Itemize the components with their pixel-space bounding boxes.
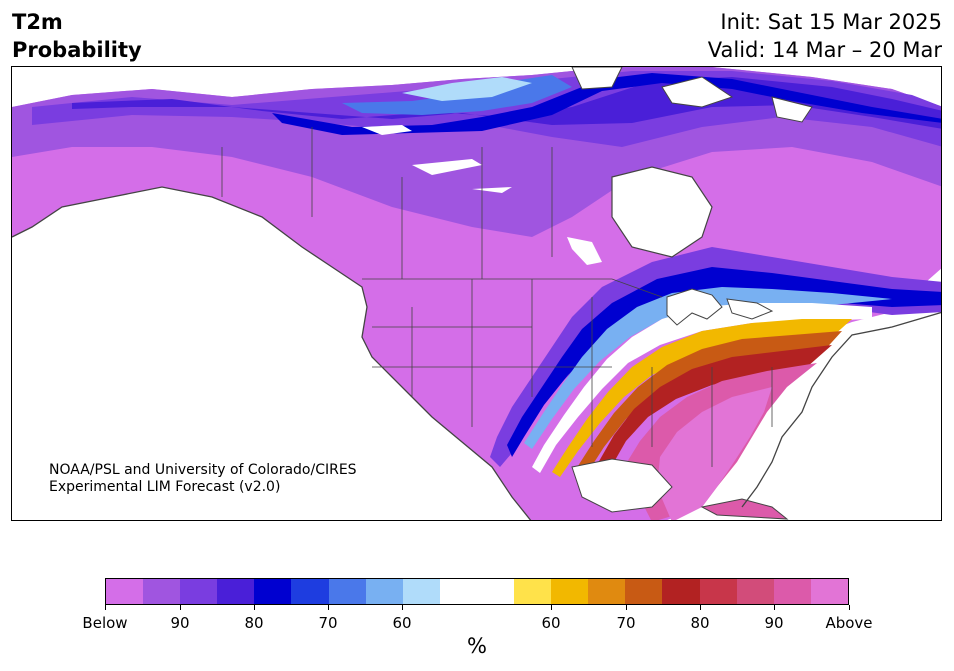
colorbar-tickmark	[700, 605, 701, 610]
map-canvas	[12, 67, 941, 520]
colorbar-tickmark	[551, 605, 552, 610]
colorbar-cell	[143, 579, 181, 604]
colorbar-tick-label: 70	[318, 614, 338, 632]
colorbar-tick-label: 60	[541, 614, 561, 632]
colorbar-tickmark	[105, 605, 106, 610]
band-c	[72, 77, 941, 129]
warm-orange	[576, 331, 842, 475]
colorbar-tickmark	[180, 605, 181, 610]
arctic-water	[571, 67, 813, 123]
colorbar-cell	[106, 579, 144, 604]
credit-line1: NOAA/PSL and University of Colorado/CIRE…	[49, 462, 357, 478]
colorbar	[105, 578, 849, 605]
colorbar-cell	[365, 579, 403, 604]
cold-wedge-core	[507, 267, 941, 457]
atlantic-ocean	[733, 312, 941, 520]
colorbar-tick-label: Above	[825, 614, 873, 632]
colorbar-tickmark	[402, 605, 403, 610]
colorbar-tick-label: 80	[690, 614, 710, 632]
gulf-of-mexico	[571, 458, 673, 513]
forecast-dates: Init: Sat 15 Mar 2025 Valid: 14 Mar – 20…	[708, 8, 942, 64]
colorbar-tick-label: 70	[616, 614, 636, 632]
colorbar-cell	[810, 579, 848, 604]
colorbar-cell	[180, 579, 218, 604]
warm-red	[598, 345, 832, 469]
cold-edge	[524, 287, 892, 449]
colorbar-cell	[514, 579, 552, 604]
political-borders	[221, 127, 773, 467]
hudson-bay	[611, 166, 713, 258]
colorbar-cell	[662, 579, 700, 604]
colorbar-cell	[476, 579, 515, 604]
cuba	[700, 498, 789, 520]
colorbar-cell	[773, 579, 811, 604]
colorbar-cell	[588, 579, 626, 604]
pacific-ocean	[12, 187, 531, 520]
valid-range: Valid: 14 Mar – 20 Mar	[707, 38, 942, 62]
colorbar-cell	[254, 579, 292, 604]
lake-shapes	[362, 125, 602, 265]
colorbar-cell	[217, 579, 255, 604]
band-f	[402, 77, 532, 101]
colorbar-tickmark	[626, 605, 627, 610]
colorbar-cell	[625, 579, 663, 604]
colorbar-tick-label: 90	[170, 614, 190, 632]
init-date: Init: Sat 15 Mar 2025	[720, 10, 942, 34]
map-title: T2m Probability	[12, 8, 142, 64]
credit-line2: Experimental LIM Forecast (v2.0)	[49, 479, 281, 495]
colorbar-cell	[736, 579, 774, 604]
colorbar-tickmark	[254, 605, 255, 610]
colorbar-tickmark	[774, 605, 775, 610]
colorbar-cell	[439, 579, 477, 604]
credit-text: NOAA/PSL and University of Colorado/CIRE…	[49, 462, 357, 496]
title-line1: T2m	[12, 10, 63, 34]
colorbar-cell	[291, 579, 329, 604]
title-line2: Probability	[12, 38, 142, 62]
colorbar-tick-label: 90	[764, 614, 784, 632]
colorbar-tick-label: 80	[244, 614, 264, 632]
great-lakes	[666, 288, 774, 326]
colorbar-cell	[551, 579, 589, 604]
colorbar-tickmark	[328, 605, 329, 610]
colorbar-tick-label: Below	[82, 614, 128, 632]
colorbar-cell	[402, 579, 440, 604]
probability-map	[11, 66, 942, 521]
colorbar-tickmark	[849, 605, 850, 610]
colorbar-tick-label: 60	[392, 614, 412, 632]
coastline	[12, 186, 941, 520]
above-core	[657, 387, 772, 520]
colorbar-unit: %	[467, 634, 487, 658]
colorbar-cell	[699, 579, 737, 604]
colorbar-cell	[328, 579, 366, 604]
band-d	[272, 73, 941, 135]
